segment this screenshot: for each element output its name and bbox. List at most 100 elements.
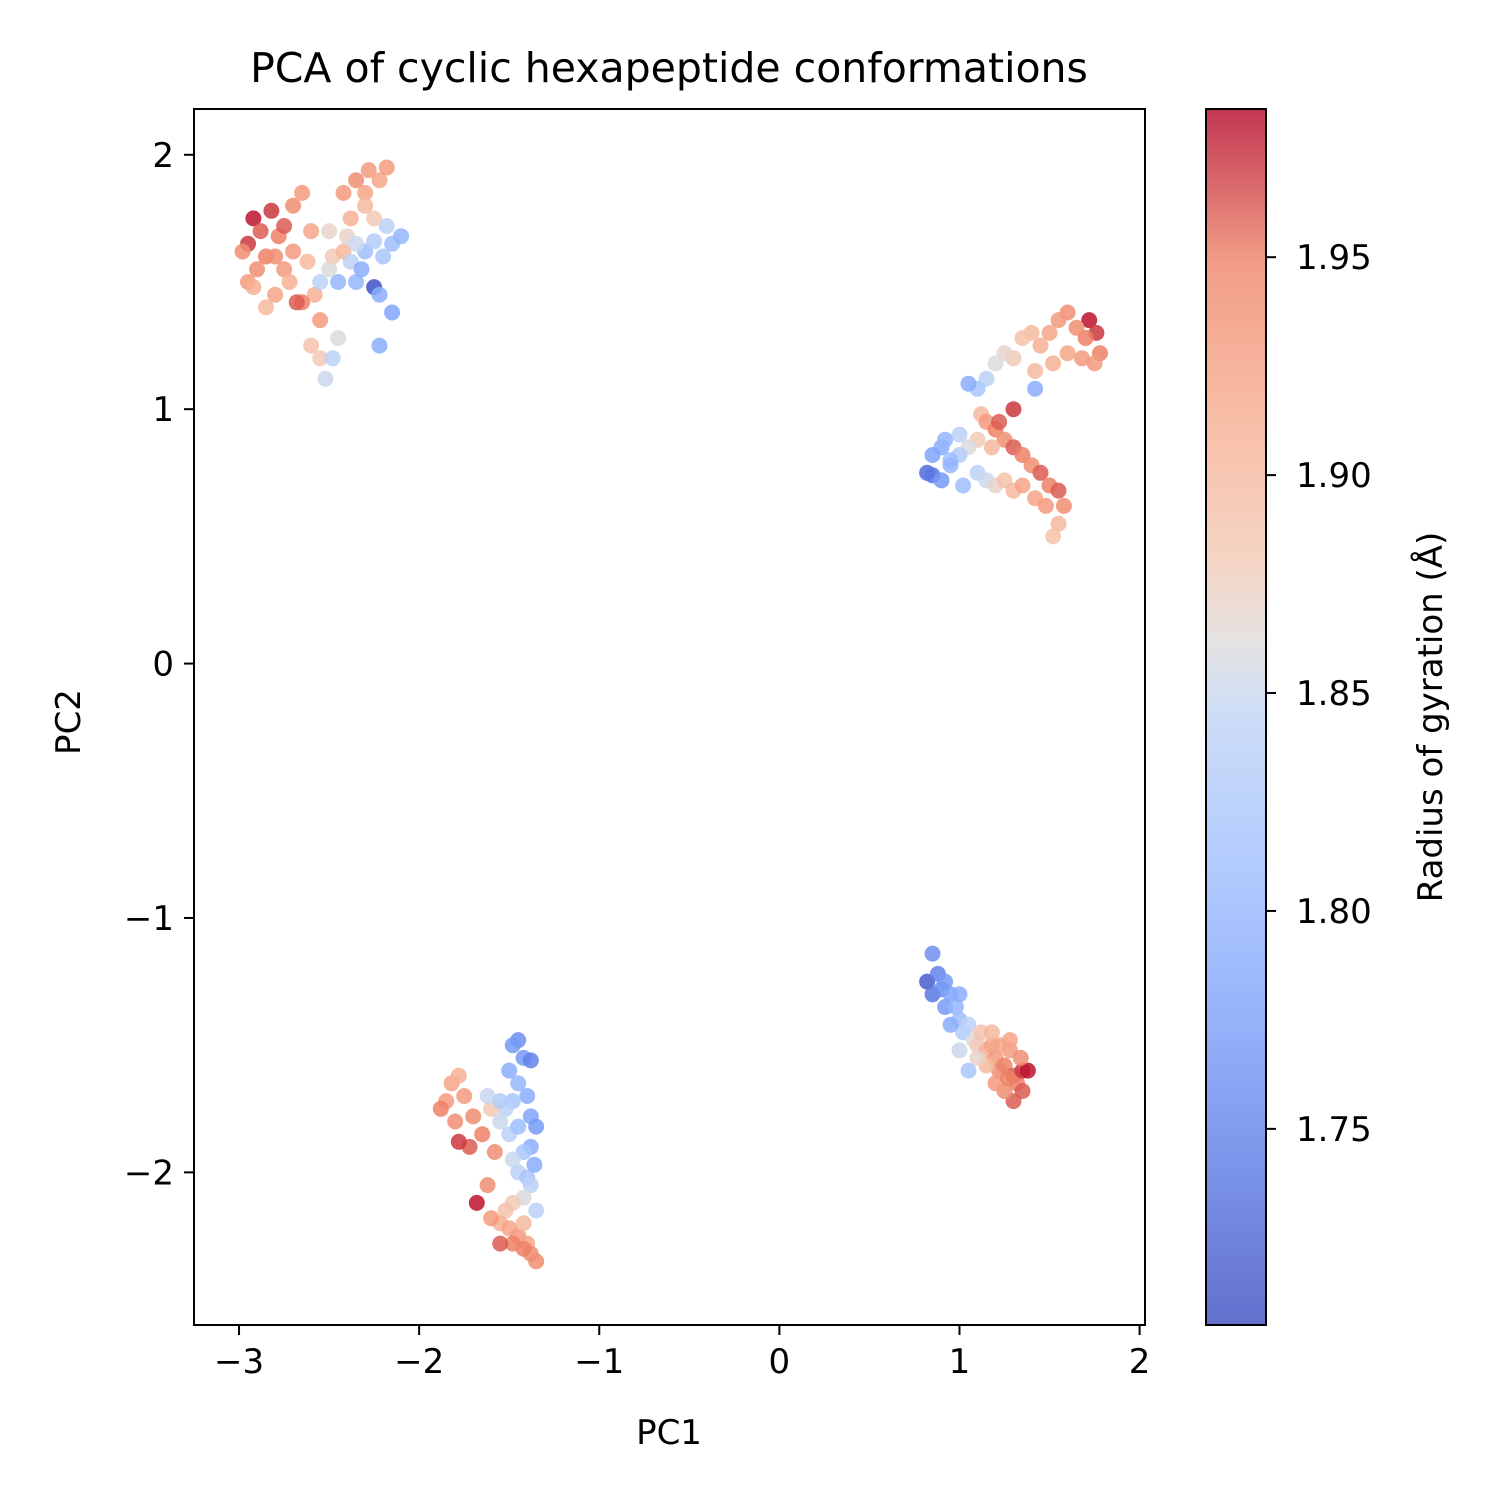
scatter-point [330,274,347,290]
scatter-point [366,233,383,250]
scatter-points [234,159,1108,1270]
colorbar-tick-label: 1.95 [1296,238,1372,278]
scatter-point [468,1194,485,1211]
scatter-point [357,197,374,214]
scatter-point [276,261,293,278]
scatter-point [960,375,977,392]
scatter-point [969,1049,986,1066]
scatter-point [1032,464,1049,481]
scatter-point [281,274,298,290]
scatter-point [321,223,338,240]
scatter-point [360,162,377,179]
scatter-point [342,210,359,227]
scatter-point [1037,497,1054,514]
colorbar-tick-label: 1.75 [1296,1110,1372,1150]
colorbar-label: Radius of gyration (Å) [1410,532,1451,903]
scatter-point [987,355,1004,372]
y-tick-label: −2 [124,1153,174,1193]
y-tick-label: 0 [152,645,174,685]
scatter-point [522,1177,539,1194]
scatter-point [1014,477,1031,494]
scatter-point [526,1156,543,1173]
scatter-point [951,426,968,443]
scatter-point [937,973,954,990]
scatter-point [288,294,305,311]
colorbar-tick-label: 1.85 [1296,674,1372,714]
scatter-point [335,184,352,201]
scatter-point [267,286,284,303]
scatter-point [378,159,395,176]
scatter-point [456,1088,473,1104]
x-tick-label: 2 [1129,1342,1151,1382]
x-tick-label: −2 [394,1342,444,1382]
scatter-point [267,248,284,265]
scatter-point [312,350,329,367]
scatter-point [522,1052,539,1069]
scatter-point [1045,355,1062,372]
x-axis: −3 −2 −1 0 1 2 [214,1325,1150,1382]
scatter-point [303,223,320,240]
scatter-point [1068,319,1085,336]
scatter-point [1014,330,1031,346]
scatter-point [324,350,341,367]
scatter-point [1055,497,1072,514]
colorbar-frame [1205,108,1267,1326]
scatter-point [483,1210,500,1227]
scatter-point [1000,1070,1017,1087]
chart-title: PCA of cyclic hexapeptide conformations [250,44,1088,92]
scatter-point [510,1075,527,1092]
scatter-point [960,1016,977,1033]
x-tick-label: 0 [769,1342,791,1382]
scatter-point [492,1113,509,1130]
scatter-point [348,235,365,252]
scatter-point [303,337,320,354]
scatter-point [924,447,941,463]
scatter-point [1059,345,1076,362]
scatter-point [947,999,964,1015]
scatter-point [991,1037,1008,1054]
scatter-point [479,1177,496,1194]
y-tick-label: −1 [124,899,174,939]
colorbar-tick-label: 1.80 [1296,892,1372,932]
y-tick-label: 1 [152,390,174,430]
scatter-point [245,210,262,227]
scatter-point [1050,312,1067,329]
scatter-point [1014,1083,1031,1099]
scatter-point [312,274,329,290]
x-tick-label: −1 [574,1342,624,1382]
colorbar: 1.75 1.80 1.85 1.90 1.95 Radius of gyration … [1205,108,1451,1326]
scatter-point [1041,324,1058,341]
scatter-point [983,1024,1000,1041]
scatter-point [924,945,941,962]
scatter-point [252,223,269,240]
scatter-point [528,1253,545,1270]
colorbar-tick-label: 1.90 [1296,456,1372,496]
scatter-point [353,261,370,278]
scatter-point [348,172,365,189]
scatter-point [465,1108,482,1125]
scatter-point [955,477,972,494]
colorbar-ticks: 1.75 1.80 1.85 1.90 1.95 [1266,238,1372,1150]
scatter-point [299,253,316,270]
scatter-point [501,1062,518,1079]
scatter-point [1012,1049,1029,1066]
y-axis-label: PC2 [49,689,89,755]
scatter-point [492,1093,509,1110]
scatter-point [249,261,265,278]
scatter-point [960,1062,977,1079]
scatter-point [504,1151,521,1168]
x-tick-label: 1 [949,1342,971,1382]
scatter-point [486,1144,503,1160]
scatter-point [317,370,334,387]
scatter-point [510,1118,527,1135]
scatter-point [378,218,395,234]
scatter-point [492,1235,509,1252]
scatter-point [276,218,293,234]
scatter-point [306,286,323,303]
scatter-point [285,197,302,214]
scatter-point [285,243,302,260]
scatter-point [991,413,1008,430]
scatter-point [1005,401,1022,418]
scatter-point [375,248,392,265]
